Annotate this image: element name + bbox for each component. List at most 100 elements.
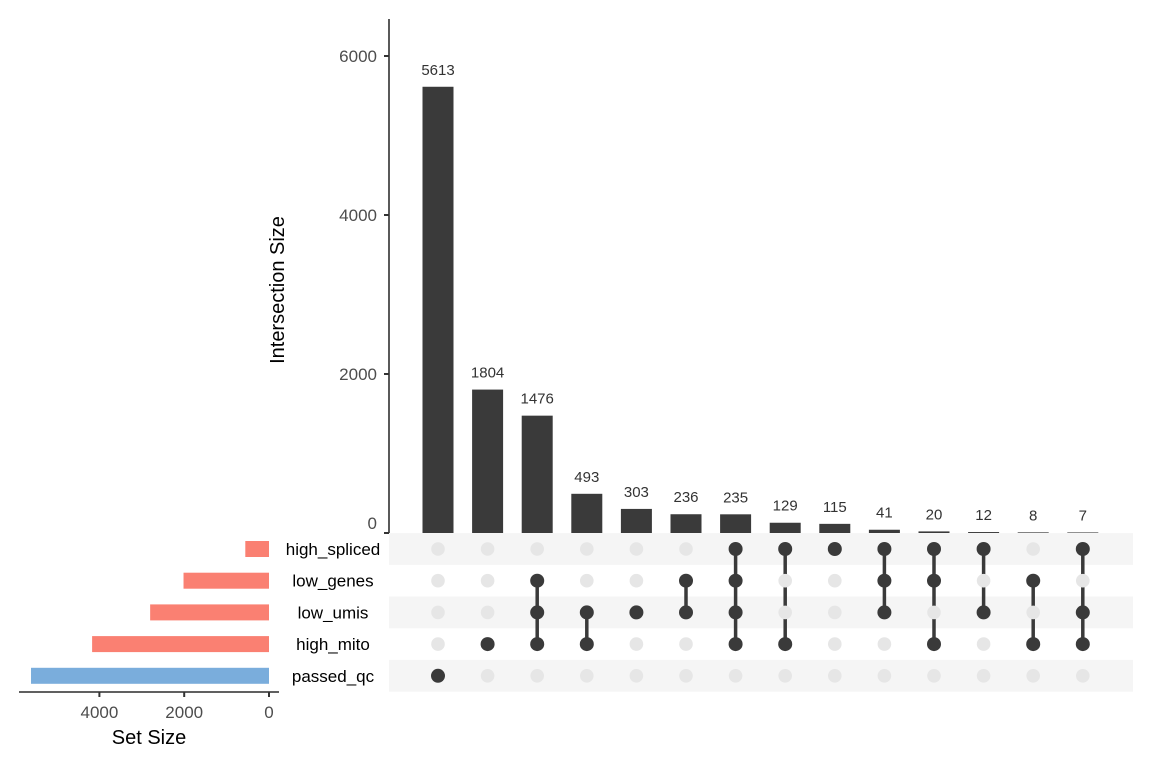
matrix-dot-inactive [431,637,445,651]
matrix-dot-active [579,605,594,620]
matrix-dot-active [728,637,743,652]
matrix-dot-inactive [580,542,594,556]
intersection-bar [571,493,603,533]
matrix-dot-inactive [778,669,792,683]
intersection-bar-label: 8 [1029,507,1037,524]
matrix-dot-inactive [1026,605,1040,620]
set-label-low_genes: low_genes [292,572,373,591]
set-labels: high_spliced low_genes low_umis high_mitopa… [286,540,381,686]
intersection-bar-label: 1476 [521,391,554,408]
intersection-bar [472,389,504,533]
y-tick-label: 0 [368,514,377,533]
matrix-dot-active [1026,637,1041,652]
matrix-dot-active [1075,637,1090,652]
matrix-dot-inactive [976,637,991,651]
matrix-dot-active [530,573,545,588]
matrix-dot-inactive [679,669,693,683]
y-tick-label: 6000 [339,47,377,66]
intersection-bar [819,523,851,533]
matrix-dot-inactive [927,669,941,683]
set-size-bar-low_umis [150,604,269,621]
intersection-size-axis: 0 2000 4000 6000 [339,19,390,534]
matrix-dot-inactive [530,669,544,683]
matrix-dot-inactive [530,542,544,556]
matrix-dot-active [679,573,693,588]
y-axis-title: Intersection Size [267,216,289,364]
matrix-dot-inactive [580,573,594,588]
matrix-dot-inactive [679,637,693,651]
intersection-bar-label: 1804 [471,365,504,382]
matrix-dot-inactive [431,542,445,556]
intersection-bar-label: 493 [574,469,599,486]
matrix-dot-active [927,542,941,556]
matrix-dot-active [877,573,892,588]
matrix-dot-inactive [629,542,644,556]
intersection-bar-label: 235 [723,489,748,506]
x-tick-label: 2000 [165,703,203,722]
intersection-bar [769,522,801,533]
matrix-dot-active [1026,573,1041,588]
x-tick-label: 0 [264,703,273,722]
y-tick-label: 2000 [339,365,377,384]
x-tick-label: 4000 [80,703,118,722]
matrix-dot-inactive [976,573,991,588]
matrix-dot-inactive [431,605,445,620]
intersection-bar-label: 41 [876,505,893,522]
intersection-bar [968,532,1000,533]
set-size-bar-high_mito [92,636,269,653]
intersection-bar [868,529,900,533]
intersection-bar-label: 7 [1079,507,1087,524]
matrix-dot-active [976,605,991,620]
set-label-passed_qc: passed_qc [292,667,375,686]
intersection-bar-labels: 5613 1804 1476 493 303 236 235 129 115 41 20 12 8 7 [421,62,1087,525]
matrix-dot-inactive [629,637,644,651]
matrix-dot-active [927,573,941,588]
matrix-dot-active [530,637,545,652]
intersection-bar-label: 12 [975,507,992,524]
matrix-dot-inactive [1076,669,1090,683]
set-size-bars [31,541,269,684]
matrix-stripe-low_umis [389,596,1133,629]
intersection-bar-label: 20 [926,506,943,523]
matrix-dot-inactive [778,573,792,588]
matrix-dot-inactive [431,573,445,588]
intersection-bar [521,415,553,533]
matrix-dot-active [1075,542,1090,556]
intersection-bar-label: 303 [624,484,649,501]
matrix-dot-inactive [480,573,495,588]
intersection-bar [720,514,752,533]
matrix-dot-inactive [480,669,495,683]
matrix-dot-active [877,542,892,556]
matrix-dot-inactive [480,605,495,620]
x-axis-title: Set Size [112,727,186,749]
matrix-dot-inactive [629,573,644,588]
matrix-dot-inactive [580,669,594,683]
intersection-bar-label: 236 [673,489,698,506]
matrix-dot-inactive [1026,669,1040,683]
y-tick-label: 4000 [339,206,377,225]
matrix-dot-inactive [927,605,941,620]
matrix-dot-active [778,637,793,652]
matrix-dot-inactive [728,669,743,683]
intersection-bar [670,514,702,533]
set-label-low_umis: low_umis [298,603,369,622]
matrix-dot-active [827,542,842,556]
matrix-dot-active [728,605,743,620]
matrix-dot-active [728,573,743,588]
matrix-dot-active [480,637,495,652]
matrix-dot-inactive [828,669,842,683]
intersection-bar-label: 115 [823,499,847,516]
matrix-dot-active [728,542,743,556]
intersection-bar [1067,532,1099,533]
matrix-dot-inactive [679,542,693,556]
matrix-dot-inactive [1076,573,1090,588]
matrix-stripe-high_spliced [389,533,1133,565]
matrix-dot-inactive [877,669,892,683]
intersection-bar-label: 129 [773,498,798,515]
matrix-dot-active [579,637,594,652]
intersection-bar [422,86,454,533]
matrix-dot-inactive [976,669,991,683]
matrix-dot-active [431,668,445,683]
intersection-bar-label: 5613 [421,62,454,79]
